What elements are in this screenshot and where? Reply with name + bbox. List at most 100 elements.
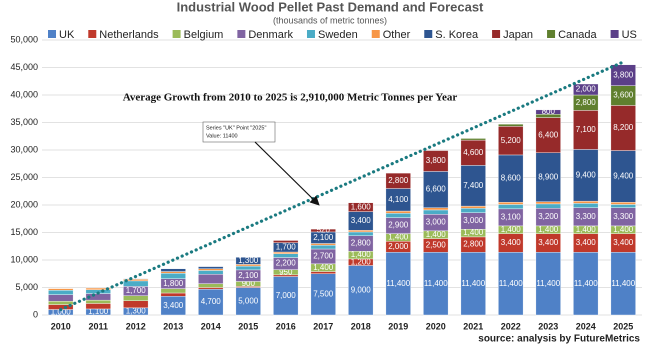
- source-note: source: analysis by FutureMetrics: [478, 334, 640, 345]
- bar-segment: [385, 172, 411, 189]
- bar-segment: [198, 268, 224, 271]
- x-tick-label: 2023: [538, 321, 558, 331]
- data-label: 1,400: [613, 225, 634, 234]
- x-tick-label: 2020: [426, 321, 446, 331]
- data-label: 1,400: [388, 233, 409, 242]
- data-label: 11,400: [461, 279, 485, 288]
- y-tick-label: 25,000: [10, 172, 38, 182]
- bar-segment: [310, 271, 336, 274]
- data-label: 9,400: [576, 170, 597, 179]
- data-label: 11,400: [386, 279, 410, 288]
- data-label: 1,100: [88, 307, 109, 316]
- x-tick-label: 2021: [463, 321, 483, 331]
- bar-segment: [48, 290, 74, 295]
- bar-segment: [198, 266, 224, 270]
- bar-segment: [460, 208, 486, 213]
- data-label: 1,200: [351, 257, 372, 266]
- data-label: 1,400: [351, 250, 372, 259]
- y-tick-label: 0: [33, 309, 38, 319]
- bar-segment: [535, 109, 561, 115]
- x-tick-label: 2016: [276, 321, 296, 331]
- x-tick-label: 2014: [201, 321, 221, 331]
- legend-swatch: [492, 30, 501, 38]
- data-label: 2,700: [313, 252, 334, 261]
- y-tick-label: 30,000: [10, 144, 38, 154]
- data-label: 3,300: [576, 212, 597, 221]
- data-label: 3,400: [351, 216, 372, 225]
- x-tick-label: 2025: [613, 321, 633, 331]
- bar-segment: [348, 231, 374, 236]
- y-tick-label: 40,000: [10, 89, 38, 99]
- bar-segment: [423, 207, 449, 211]
- bar-segment: [310, 228, 336, 233]
- y-tick-label: 20,000: [10, 199, 38, 209]
- bar-segment: [123, 278, 149, 280]
- bar-segment: [348, 202, 374, 212]
- y-tick-label: 15,000: [10, 227, 38, 237]
- data-label: 1,700: [276, 242, 297, 251]
- legend-label: UK: [59, 29, 75, 41]
- data-label: 1,400: [576, 225, 597, 234]
- legend-swatch: [371, 30, 380, 38]
- legend-swatch: [424, 30, 433, 38]
- data-label: 11,400: [499, 279, 523, 288]
- bar-segment: [423, 209, 449, 215]
- data-label: 3,000: [463, 216, 484, 225]
- legend-swatch: [48, 30, 56, 38]
- legend-swatch: [172, 30, 181, 38]
- bar-segment: [535, 252, 561, 316]
- bar-segment: [273, 251, 299, 254]
- data-label: 9,400: [613, 172, 634, 181]
- data-label: 7,500: [313, 289, 334, 298]
- bar-segment: [610, 202, 636, 205]
- bar-segment: [160, 288, 186, 294]
- data-label: 1,800: [163, 279, 184, 288]
- bar-segment: [573, 200, 599, 204]
- data-label: 6,600: [426, 185, 447, 194]
- bar-segment: [348, 230, 374, 233]
- bar-segment: [273, 240, 299, 243]
- annotation: Average Growth from 2010 to 2025 is 2,91…: [123, 92, 458, 104]
- bar-segment: [460, 205, 486, 209]
- data-label: 3,400: [163, 301, 184, 310]
- bar-segment: [498, 204, 524, 210]
- data-label: 8,900: [538, 172, 559, 181]
- y-tick-label: 5,000: [15, 282, 38, 292]
- data-label: 11,400: [536, 279, 560, 288]
- legend-label: S. Korea: [435, 29, 479, 41]
- bar-segment: [460, 252, 486, 316]
- legend-label: Other: [383, 29, 411, 41]
- legend-label: Netherlands: [99, 29, 159, 41]
- bar-segment: [198, 270, 224, 275]
- tooltip-line: Value: 11400: [206, 133, 238, 139]
- bar-segment: [160, 292, 186, 297]
- data-label: 2,200: [276, 259, 297, 268]
- tooltip-line: Series "UK" Point "2025": [206, 125, 266, 131]
- data-label: 1,300: [126, 307, 147, 316]
- data-label: 7,400: [463, 181, 484, 190]
- bar-segment: [460, 165, 486, 207]
- x-tick-label: 2024: [576, 321, 596, 331]
- data-label: 4,100: [388, 195, 409, 204]
- data-label: 3,300: [613, 212, 634, 221]
- data-label: 3,800: [613, 70, 634, 79]
- bar-segment: [385, 213, 411, 218]
- y-tick-label: 35,000: [10, 117, 38, 127]
- data-label: 3,200: [538, 212, 559, 221]
- bar-segment: [573, 83, 599, 96]
- bar-segment: [535, 201, 561, 205]
- data-label: 3,100: [501, 212, 522, 221]
- bar-segment: [198, 274, 224, 284]
- legend-swatch: [306, 30, 315, 38]
- bar-segment: [273, 253, 299, 258]
- legend-label: Canada: [558, 29, 597, 41]
- bar-segment: [235, 287, 261, 316]
- data-label: 950: [279, 267, 293, 276]
- x-tick-label: 2022: [501, 321, 521, 331]
- y-tick-label: 10,000: [10, 254, 38, 264]
- bar-segment: [48, 294, 74, 302]
- data-label: 1,400: [501, 225, 522, 234]
- bar-segment: [160, 268, 186, 272]
- annotation-arrow: [254, 141, 320, 206]
